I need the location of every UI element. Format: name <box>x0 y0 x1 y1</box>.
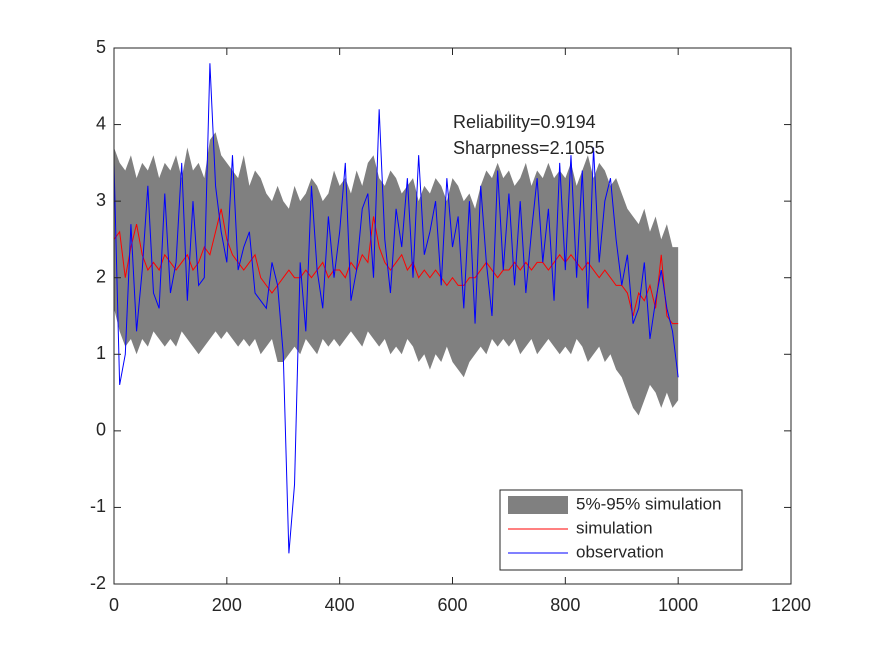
legend-label: observation <box>576 542 664 561</box>
x-tick-label: 0 <box>109 595 119 615</box>
legend-label: simulation <box>576 518 653 537</box>
annotation: Reliability=0.9194 <box>453 112 596 132</box>
y-tick-label: 0 <box>96 420 106 440</box>
x-tick-label: 1200 <box>771 595 811 615</box>
y-tick-label: 4 <box>96 113 106 133</box>
legend-swatch <box>508 496 568 514</box>
x-tick-label: 1000 <box>658 595 698 615</box>
legend-label: 5%-95% simulation <box>576 494 722 513</box>
y-tick-label: 2 <box>96 266 106 286</box>
series-line <box>113 208 679 325</box>
x-tick-label: 600 <box>437 595 467 615</box>
x-tick-label: 800 <box>550 595 580 615</box>
y-tick-label: 5 <box>96 37 106 57</box>
annotation: Sharpness=2.1055 <box>453 138 605 158</box>
x-tick-label: 400 <box>325 595 355 615</box>
y-tick-label: 1 <box>96 343 106 363</box>
y-tick-label: -2 <box>90 573 106 593</box>
y-tick-label: 3 <box>96 190 106 210</box>
y-tick-label: -1 <box>90 496 106 516</box>
x-tick-label: 200 <box>212 595 242 615</box>
band-area <box>114 132 679 416</box>
series-line <box>113 63 679 554</box>
